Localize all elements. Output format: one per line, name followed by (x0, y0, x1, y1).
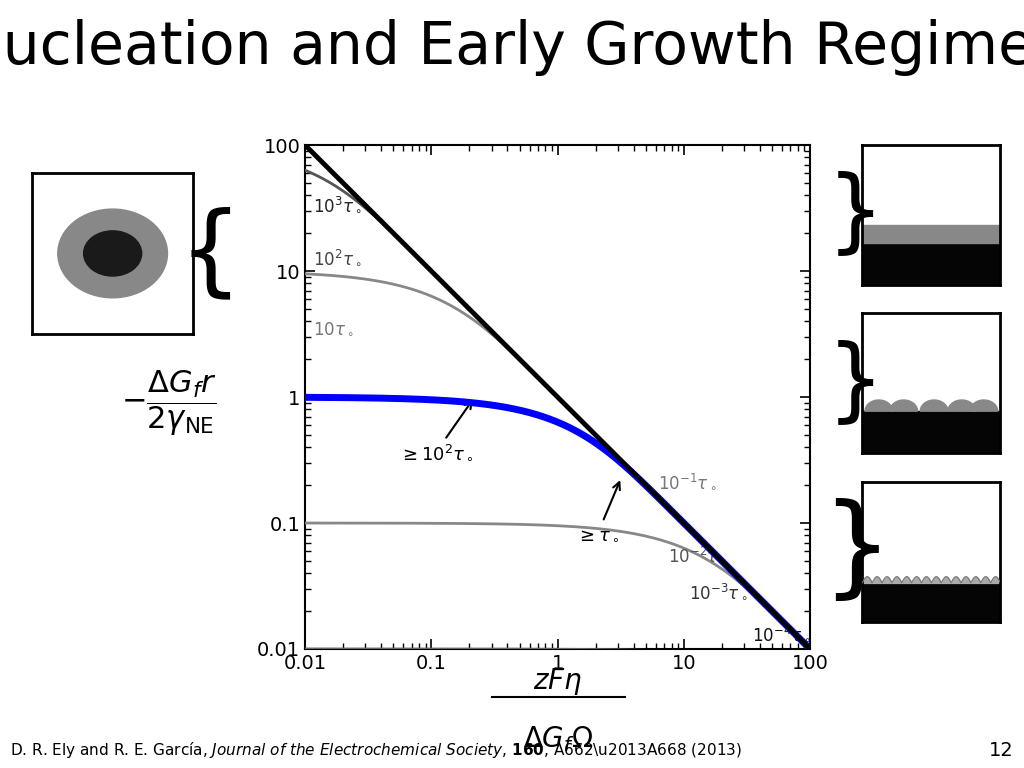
Text: $\}$: $\}$ (820, 498, 880, 605)
Text: $10^{-4}\tau_\circ$: $10^{-4}\tau_\circ$ (753, 625, 811, 644)
Bar (862, 411, 1000, 453)
Text: $\Delta G_f \Omega$: $\Delta G_f \Omega$ (523, 724, 593, 754)
Text: $\}$: $\}$ (826, 339, 873, 429)
Bar (862, 583, 1000, 622)
Ellipse shape (84, 231, 141, 276)
Polygon shape (890, 400, 918, 411)
Text: $\{$: $\{$ (178, 207, 231, 304)
Text: $-\dfrac{\Delta G_f r}{2\gamma_{\mathrm{NE}}}$: $-\dfrac{\Delta G_f r}{2\gamma_{\mathrm{… (121, 369, 217, 438)
Ellipse shape (57, 209, 168, 298)
Polygon shape (970, 400, 997, 411)
Text: $10\tau_\circ$: $10\tau_\circ$ (312, 319, 353, 337)
Text: $zF\eta$: $zF\eta$ (534, 667, 583, 697)
Polygon shape (865, 400, 893, 411)
Text: $10^2\tau_\circ$: $10^2\tau_\circ$ (312, 250, 361, 269)
Bar (862, 225, 1000, 243)
Polygon shape (948, 400, 976, 411)
Text: $\}$: $\}$ (826, 170, 873, 260)
Text: $10^{-1}\tau_\circ$: $10^{-1}\tau_\circ$ (657, 473, 717, 492)
Bar (862, 243, 1000, 285)
Text: $10^{-3}\tau_\circ$: $10^{-3}\tau_\circ$ (689, 583, 748, 602)
Text: D. R. Ely and R. E. García, $\mathit{Journal\ of\ the\ Electrochemical\ Society}: D. R. Ely and R. E. García, $\mathit{Jou… (10, 740, 742, 760)
Text: Nucleation and Early Growth Regimes: Nucleation and Early Growth Regimes (0, 19, 1024, 76)
Text: $\geq 10^2\tau_\circ$: $\geq 10^2\tau_\circ$ (398, 401, 473, 462)
Text: $10^3\tau_\circ$: $10^3\tau_\circ$ (312, 196, 361, 215)
Text: $10^{-2}\tau_\circ$: $10^{-2}\tau_\circ$ (668, 546, 727, 565)
Text: 12: 12 (989, 741, 1014, 760)
Polygon shape (921, 400, 948, 411)
Text: $\geq \tau_\circ$: $\geq \tau_\circ$ (577, 482, 620, 543)
